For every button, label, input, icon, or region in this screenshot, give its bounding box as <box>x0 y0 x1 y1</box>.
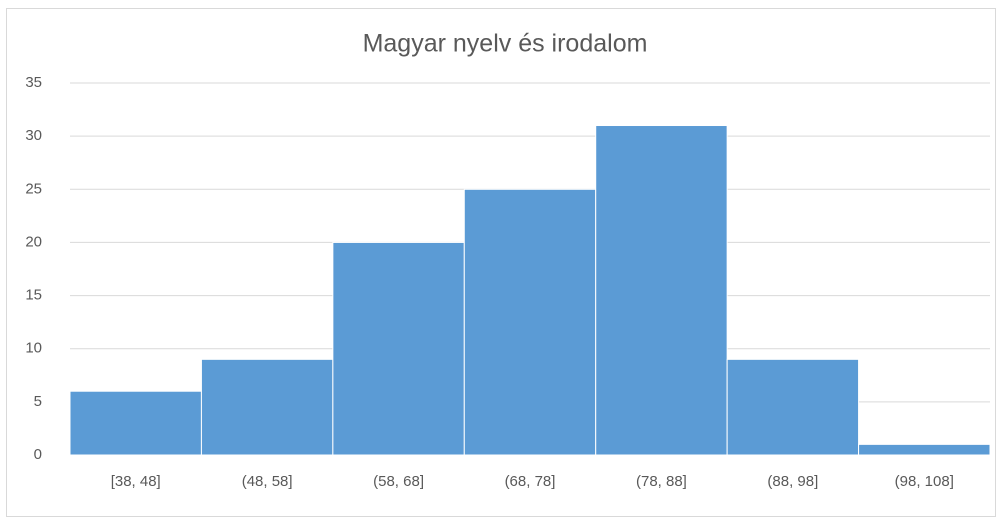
x-tick-label: (48, 58] <box>242 473 293 490</box>
y-tick-label: 5 <box>34 393 42 410</box>
bar <box>200 358 334 456</box>
bar <box>858 443 991 456</box>
chart-title: Magyar nyelv és irodalom <box>363 30 648 58</box>
bar <box>332 241 465 456</box>
y-tick-label: 25 <box>25 180 42 197</box>
x-tick-label: (98, 108] <box>895 473 954 490</box>
bar <box>595 125 728 456</box>
bar <box>463 188 597 456</box>
y-tick-label: 35 <box>25 74 42 91</box>
x-tick-label: (68, 78] <box>505 473 556 490</box>
y-tick-label: 10 <box>25 340 42 357</box>
x-tick-label: (78, 88] <box>636 473 687 490</box>
x-tick-label: [38, 48] <box>111 473 161 490</box>
x-tick-label: (88, 98] <box>767 473 818 490</box>
y-tick-label: 30 <box>25 127 42 144</box>
y-tick-label: 0 <box>34 446 42 463</box>
y-tick-label: 20 <box>25 233 42 250</box>
bar <box>726 358 860 456</box>
bar <box>69 390 202 456</box>
y-tick-label: 15 <box>25 287 42 304</box>
x-tick-label: (58, 68] <box>373 473 424 490</box>
